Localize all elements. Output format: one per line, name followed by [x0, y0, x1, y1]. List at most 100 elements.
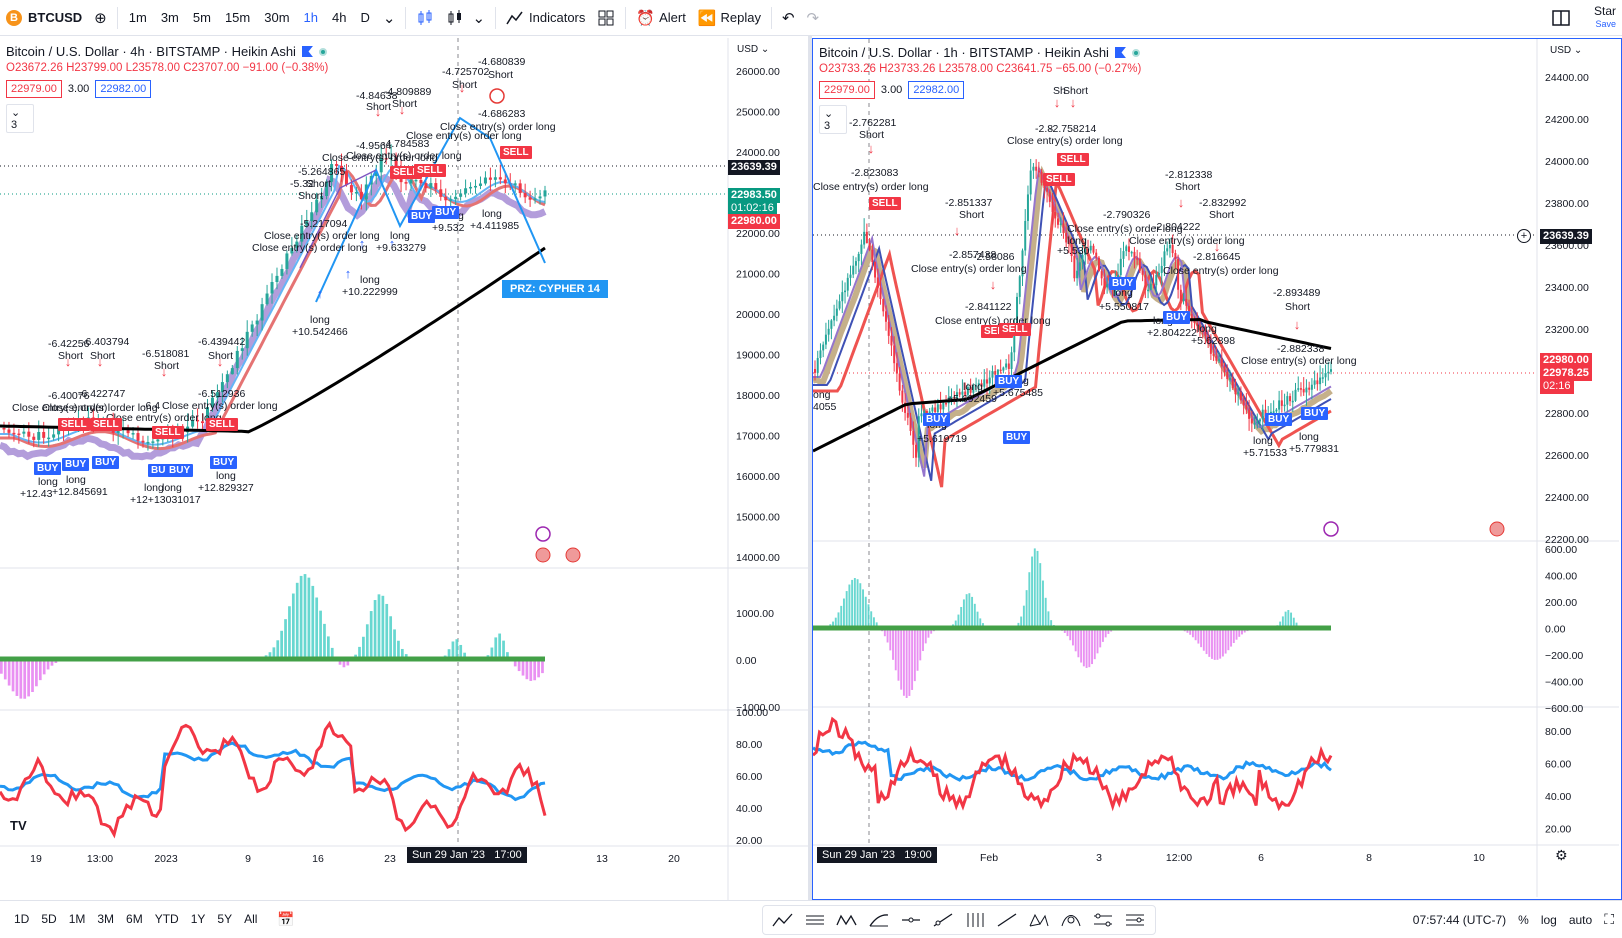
strategy-annotation: +12.845691 [52, 486, 108, 498]
timeframe-4h[interactable]: 4h [325, 0, 353, 36]
sell-price-button[interactable]: 22979.00 [6, 80, 62, 98]
us-flag-event-icon[interactable] [1490, 522, 1504, 536]
clock-label[interactable]: 07:57:44 (UTC-7) [1413, 913, 1506, 927]
bar-style-button[interactable] [410, 0, 440, 36]
sell-signal-badge[interactable]: SELL [500, 146, 532, 159]
lightning-event-icon[interactable] [1324, 522, 1338, 536]
range-all[interactable]: All [238, 912, 263, 926]
range-1y[interactable]: 1Y [185, 912, 212, 926]
timeframe-dropdown[interactable]: ⌄ [377, 0, 402, 36]
crosshair-plus-icon[interactable]: + [1517, 229, 1531, 243]
range-5d[interactable]: 5D [35, 912, 62, 926]
buy-price-button[interactable]: 22982.00 [908, 81, 964, 99]
sell-signal-badge[interactable]: SELL [58, 418, 90, 431]
range-1d[interactable]: 1D [8, 912, 35, 926]
buy-signal-badge[interactable]: BUY [34, 462, 61, 475]
us-flag-event-icon[interactable] [536, 548, 550, 562]
buy-signal-badge[interactable]: BUY [62, 458, 89, 471]
range-ytd[interactable]: YTD [149, 912, 185, 926]
buy-signal-badge[interactable]: BUY [995, 375, 1022, 388]
layout-toggle-button[interactable] [1546, 0, 1576, 36]
plus-circle-icon: ⊕ [94, 9, 107, 27]
sell-signal-badge[interactable]: SELL [1057, 153, 1089, 166]
channel-icon[interactable] [1091, 910, 1115, 930]
star-save-button[interactable]: Star Save [1594, 5, 1616, 31]
timeframe-D[interactable]: D [353, 0, 376, 36]
auto-toggle[interactable]: auto [1569, 913, 1592, 927]
timeframe-1h[interactable]: 1h [297, 0, 325, 36]
sell-signal-badge[interactable]: SELL [90, 418, 122, 431]
us-flag-event-icon[interactable] [566, 548, 580, 562]
fib-icon[interactable] [867, 910, 891, 930]
buy-signal-badge[interactable]: BUY [1003, 431, 1030, 444]
line-segment-icon[interactable] [995, 910, 1019, 930]
range-6m[interactable]: 6M [120, 912, 149, 926]
timeframe-3m[interactable]: 3m [154, 0, 186, 36]
lightning-event-icon[interactable] [536, 527, 550, 541]
range-1m[interactable]: 1M [63, 912, 92, 926]
symbol-search[interactable]: B BTCUSD [0, 0, 88, 36]
indicator-collapse-button[interactable]: ⌄ 3 [819, 105, 847, 134]
undo-button[interactable]: ↶ [776, 0, 801, 36]
parallel-lines-icon[interactable] [1123, 910, 1147, 930]
xabcd-pattern-icon[interactable] [1027, 910, 1051, 930]
compare-button[interactable]: ⊕ [88, 0, 113, 36]
log-toggle[interactable]: log [1541, 913, 1557, 927]
buy-signal-badge[interactable]: BUY [1109, 277, 1136, 290]
buy-signal-badge[interactable]: BUY [1163, 311, 1190, 324]
left-chart-pane[interactable]: 26000.0025000.0024000.0023000.0022000.00… [0, 38, 808, 900]
fullscreen-icon[interactable]: ⛶ [1604, 911, 1614, 928]
date-range-calendar-icon[interactable]: 📅 [277, 911, 294, 928]
timeframe-1m[interactable]: 1m [122, 0, 154, 36]
horizontal-line-icon[interactable] [899, 910, 923, 930]
strategy-annotation: -2.58086 [973, 251, 1014, 263]
short-arrow-icon: ↓ [954, 223, 961, 238]
trend-line-icon[interactable] [771, 910, 795, 930]
indicators-button[interactable]: Indicators [500, 0, 591, 36]
sell-signal-badge[interactable]: SELL [999, 323, 1031, 336]
redo-button[interactable]: ↷ [801, 0, 826, 36]
sell-price-button[interactable]: 22979.00 [819, 81, 875, 99]
sell-signal-badge[interactable]: SELL [414, 164, 446, 177]
timeframe-15m[interactable]: 15m [218, 0, 257, 36]
buy-signal-badge[interactable]: BUY [1301, 407, 1328, 420]
percent-toggle[interactable]: % [1518, 913, 1529, 927]
buy-signal-badge[interactable]: BUY [166, 464, 193, 477]
vertical-lines-icon[interactable] [963, 910, 987, 930]
buy-signal-badge[interactable]: BUY [210, 456, 237, 469]
price-axis-label: 18000.00 [736, 390, 780, 402]
alert-button[interactable]: ⏰ Alert [630, 0, 691, 36]
currency-menu[interactable]: USD ⌄ [737, 44, 769, 55]
horizontal-lines-icon[interactable] [803, 910, 827, 930]
buy-signal-badge[interactable]: BUY [92, 456, 119, 469]
sell-signal-badge[interactable]: SELL [1043, 173, 1075, 186]
right-chart-canvas[interactable]: 24400.0024200.0024000.0023800.0023600.00… [813, 39, 1619, 897]
timeframe-30m[interactable]: 30m [257, 0, 296, 36]
range-3m[interactable]: 3M [91, 912, 120, 926]
curve-icon[interactable] [1059, 910, 1083, 930]
pattern-icon[interactable] [835, 910, 859, 930]
timeframe-5m[interactable]: 5m [186, 0, 218, 36]
strategy-annotation: Short [452, 79, 477, 91]
chart-type-button[interactable]: ⌄ [440, 0, 491, 36]
currency-menu[interactable]: USD ⌄ [1550, 45, 1582, 56]
sell-signal-badge[interactable]: SELL [206, 418, 238, 431]
buy-price-button[interactable]: 22982.00 [95, 80, 151, 98]
strategy-annotation: -2.790326 [1103, 209, 1150, 221]
price-axis-label: 22800.00 [1545, 408, 1589, 420]
buy-signal-badge[interactable]: BUY [1265, 413, 1292, 426]
settings-gear-icon[interactable]: ⚙ [1555, 847, 1568, 864]
sell-signal-badge[interactable]: SELL [152, 426, 184, 439]
buy-signal-badge[interactable]: BUY [432, 206, 459, 219]
strategy-annotation: Close entry(s) order long [322, 152, 438, 164]
sell-signal-badge[interactable]: SELL [869, 197, 901, 210]
tradingview-logo-icon[interactable]: TV [8, 818, 29, 833]
layout-button[interactable] [591, 0, 621, 36]
range-5y[interactable]: 5Y [211, 912, 238, 926]
ray-icon[interactable] [931, 910, 955, 930]
price-axis-label: 80.00 [736, 739, 762, 751]
replay-button[interactable]: ⏪ Replay [692, 0, 767, 36]
indicator-collapse-button[interactable]: ⌄ 3 [6, 104, 34, 133]
buy-signal-badge[interactable]: BUY [923, 413, 950, 426]
